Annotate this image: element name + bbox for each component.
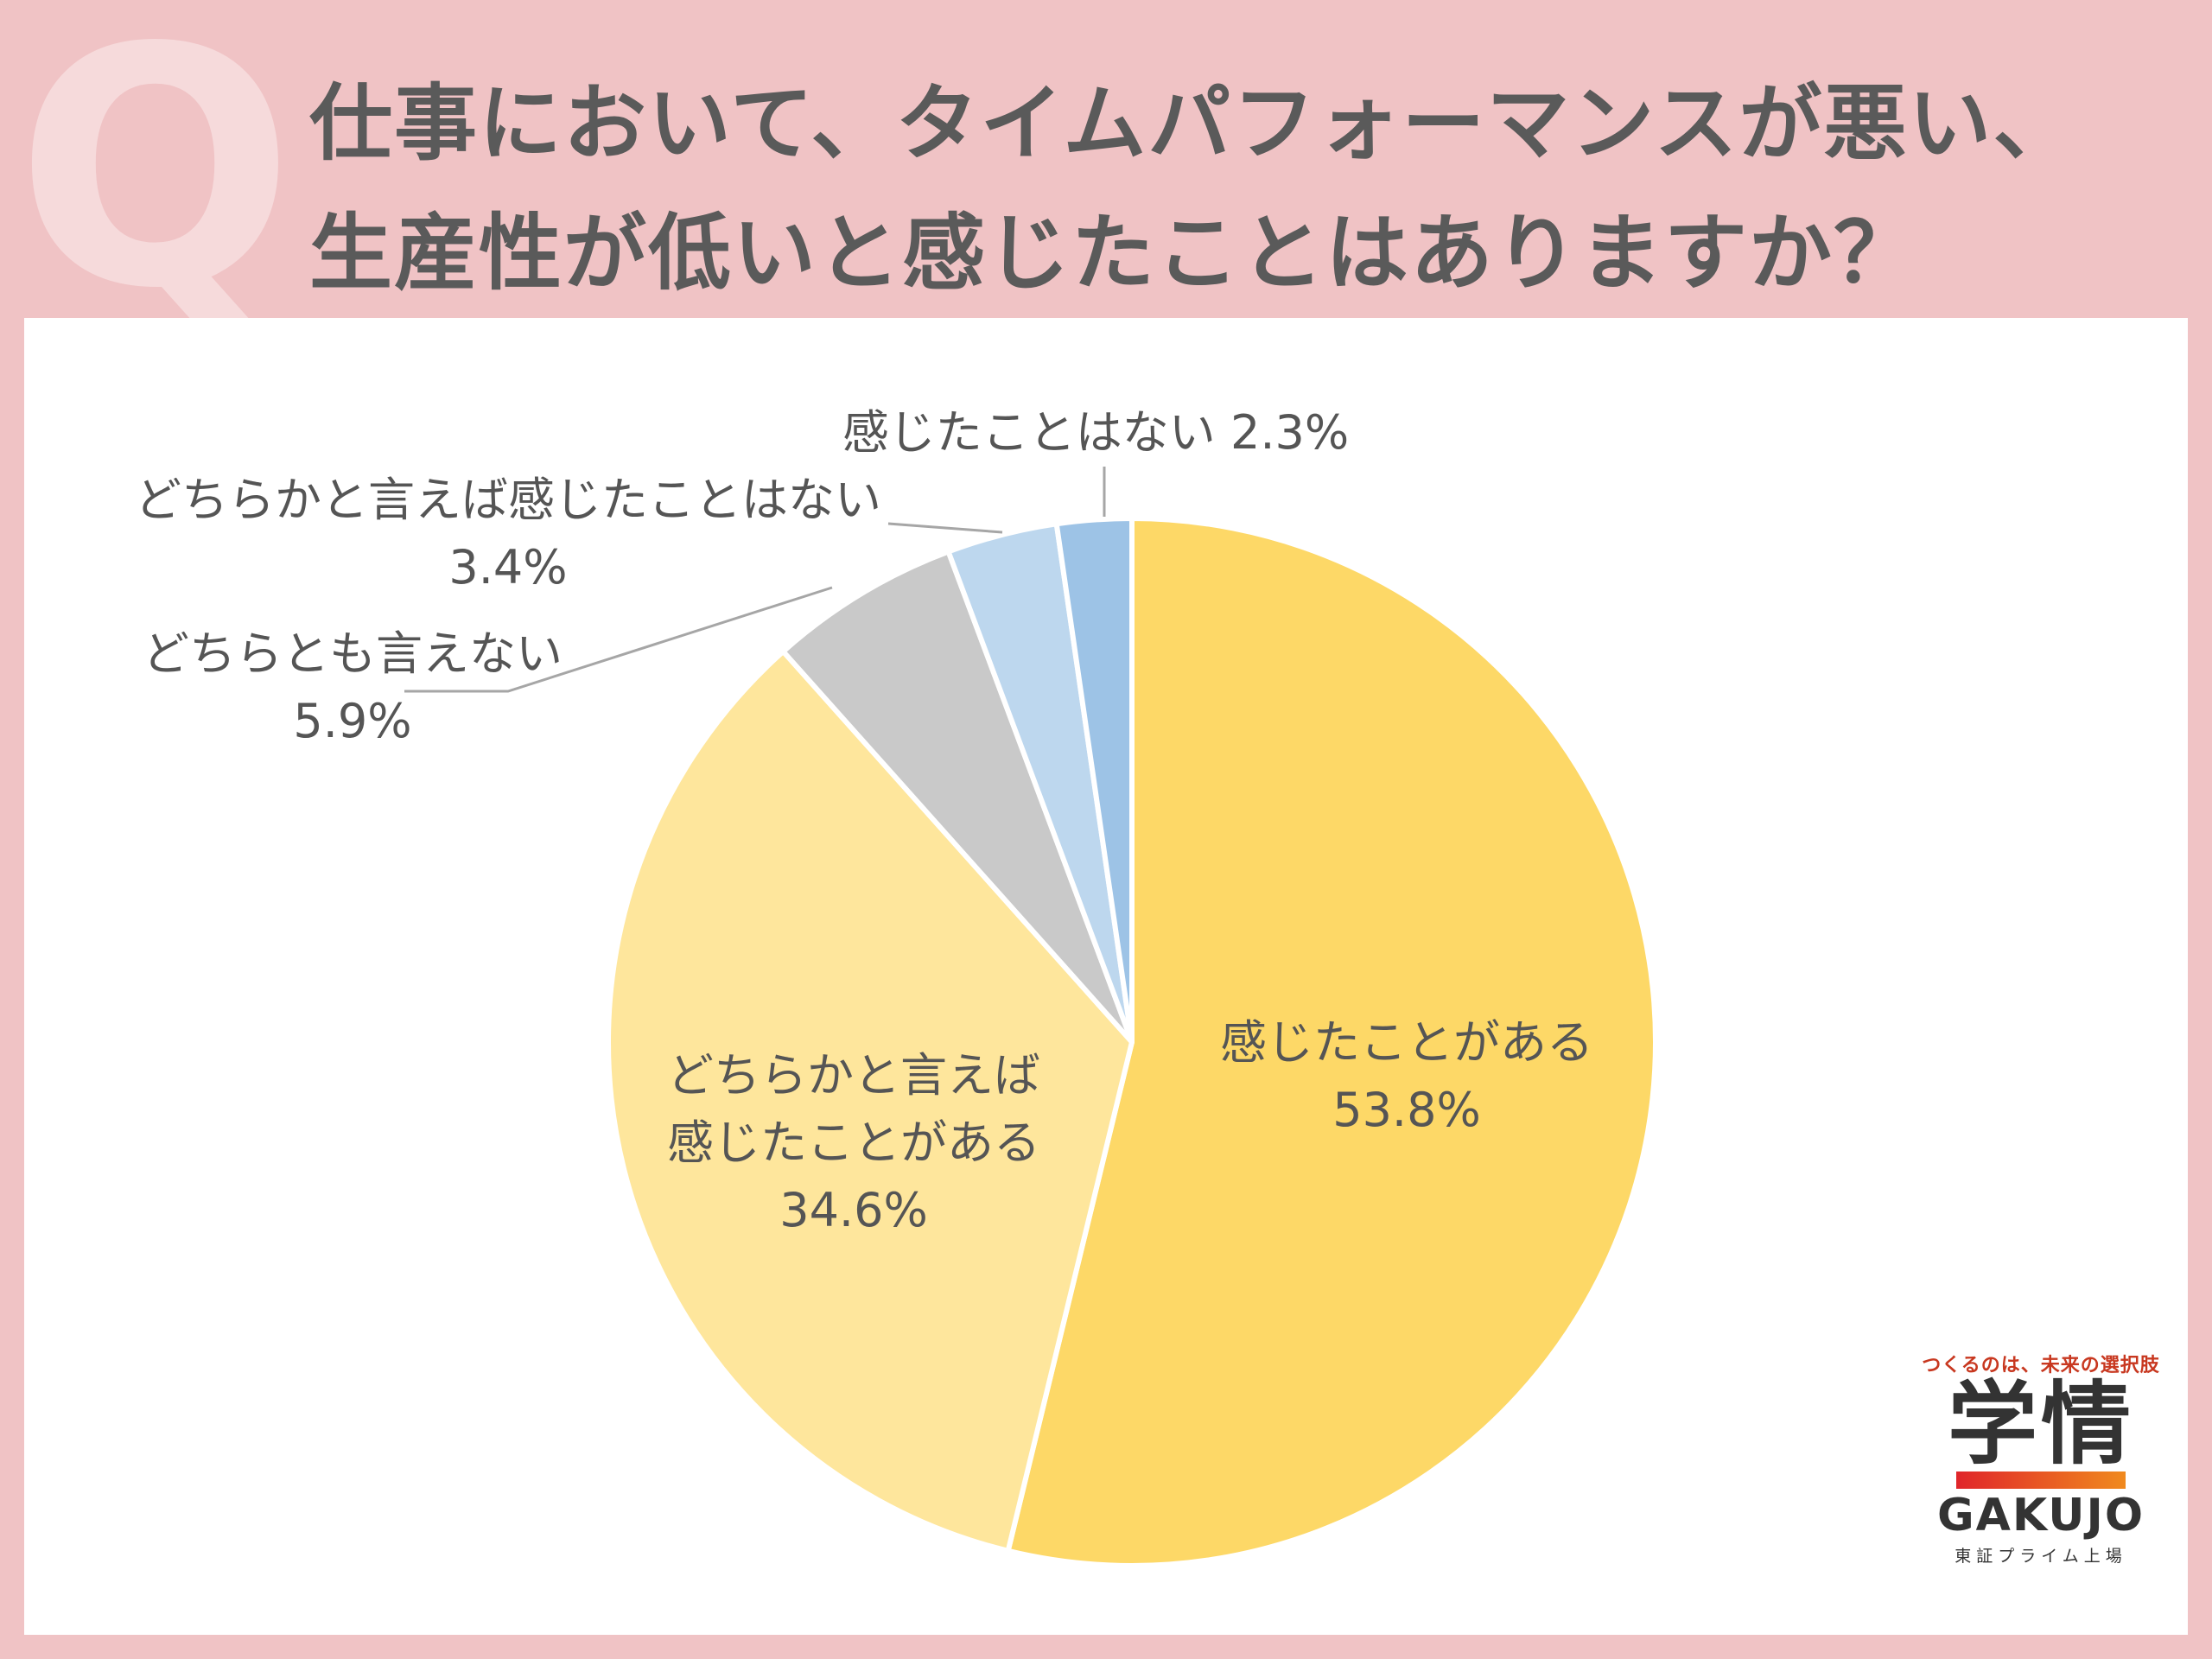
pie-slice-2 bbox=[780, 549, 1135, 1045]
label-slice-0: 感じたことがある 53.8% bbox=[1199, 1009, 1614, 1144]
leader-line-0 bbox=[404, 586, 833, 693]
label-slice-3: どちらかと言えば感じたことはない 3.4% bbox=[111, 467, 906, 601]
pie-chart bbox=[404, 467, 1658, 1568]
slice-2-label: どちらとも言えない bbox=[143, 626, 563, 681]
q-mark: Q bbox=[16, 0, 296, 360]
logo-tagline: つくるのは、未来の選択肢 bbox=[1922, 1355, 2160, 1376]
pie-slice-1 bbox=[606, 648, 1135, 1554]
slice-1-label-line1: どちらかと言えば bbox=[667, 1048, 1040, 1103]
slice-3-value: 3.4% bbox=[448, 540, 568, 594]
chart-panel: 感じたことがある 53.8% どちらかと言えば 感じたことがある 34.6% ど… bbox=[24, 318, 2188, 1635]
slice-1-label-line2: 感じたことがある bbox=[667, 1116, 1040, 1170]
label-slice-4: 感じたことはない 2.3% bbox=[802, 399, 1389, 467]
slice-1-value: 34.6% bbox=[779, 1183, 928, 1237]
slice-0-label: 感じたことがある bbox=[1220, 1015, 1593, 1070]
page-title: 仕事において、タイムパフォーマンスが悪い、 生産性が低いと感じたことはありますか… bbox=[309, 59, 2077, 318]
logo-accent-bar bbox=[1956, 1471, 2126, 1490]
pie-slice-4 bbox=[1053, 516, 1135, 1045]
logo-listing: 東証プライム上場 bbox=[1955, 1546, 2127, 1566]
slice-0-value: 53.8% bbox=[1332, 1083, 1481, 1137]
title-line-1: 仕事において、タイムパフォーマンスが悪い、 bbox=[309, 75, 2078, 172]
label-slice-1: どちらかと言えば 感じたことがある 34.6% bbox=[629, 1042, 1078, 1244]
slice-3-label: どちらかと言えば感じたことはない bbox=[135, 473, 881, 527]
title-line-2: 生産性が低いと感じたことはありますか？ bbox=[309, 205, 1918, 302]
leader-line-1 bbox=[887, 522, 1003, 534]
label-slice-2: どちらとも言えない 5.9% bbox=[111, 620, 594, 755]
logo-name-en: GAKUJO bbox=[1936, 1490, 2145, 1542]
gakujo-logo: つくるのは、未来の選択肢 学情 GAKUJO 東証プライム上場 bbox=[1894, 1350, 2188, 1567]
logo-name-jp: 学情 bbox=[1947, 1371, 2134, 1477]
slice-4-label-value: 感じたことはない 2.3% bbox=[842, 405, 1350, 460]
slice-2-value: 5.9% bbox=[293, 694, 412, 748]
pie-slice-0 bbox=[1005, 516, 1658, 1568]
